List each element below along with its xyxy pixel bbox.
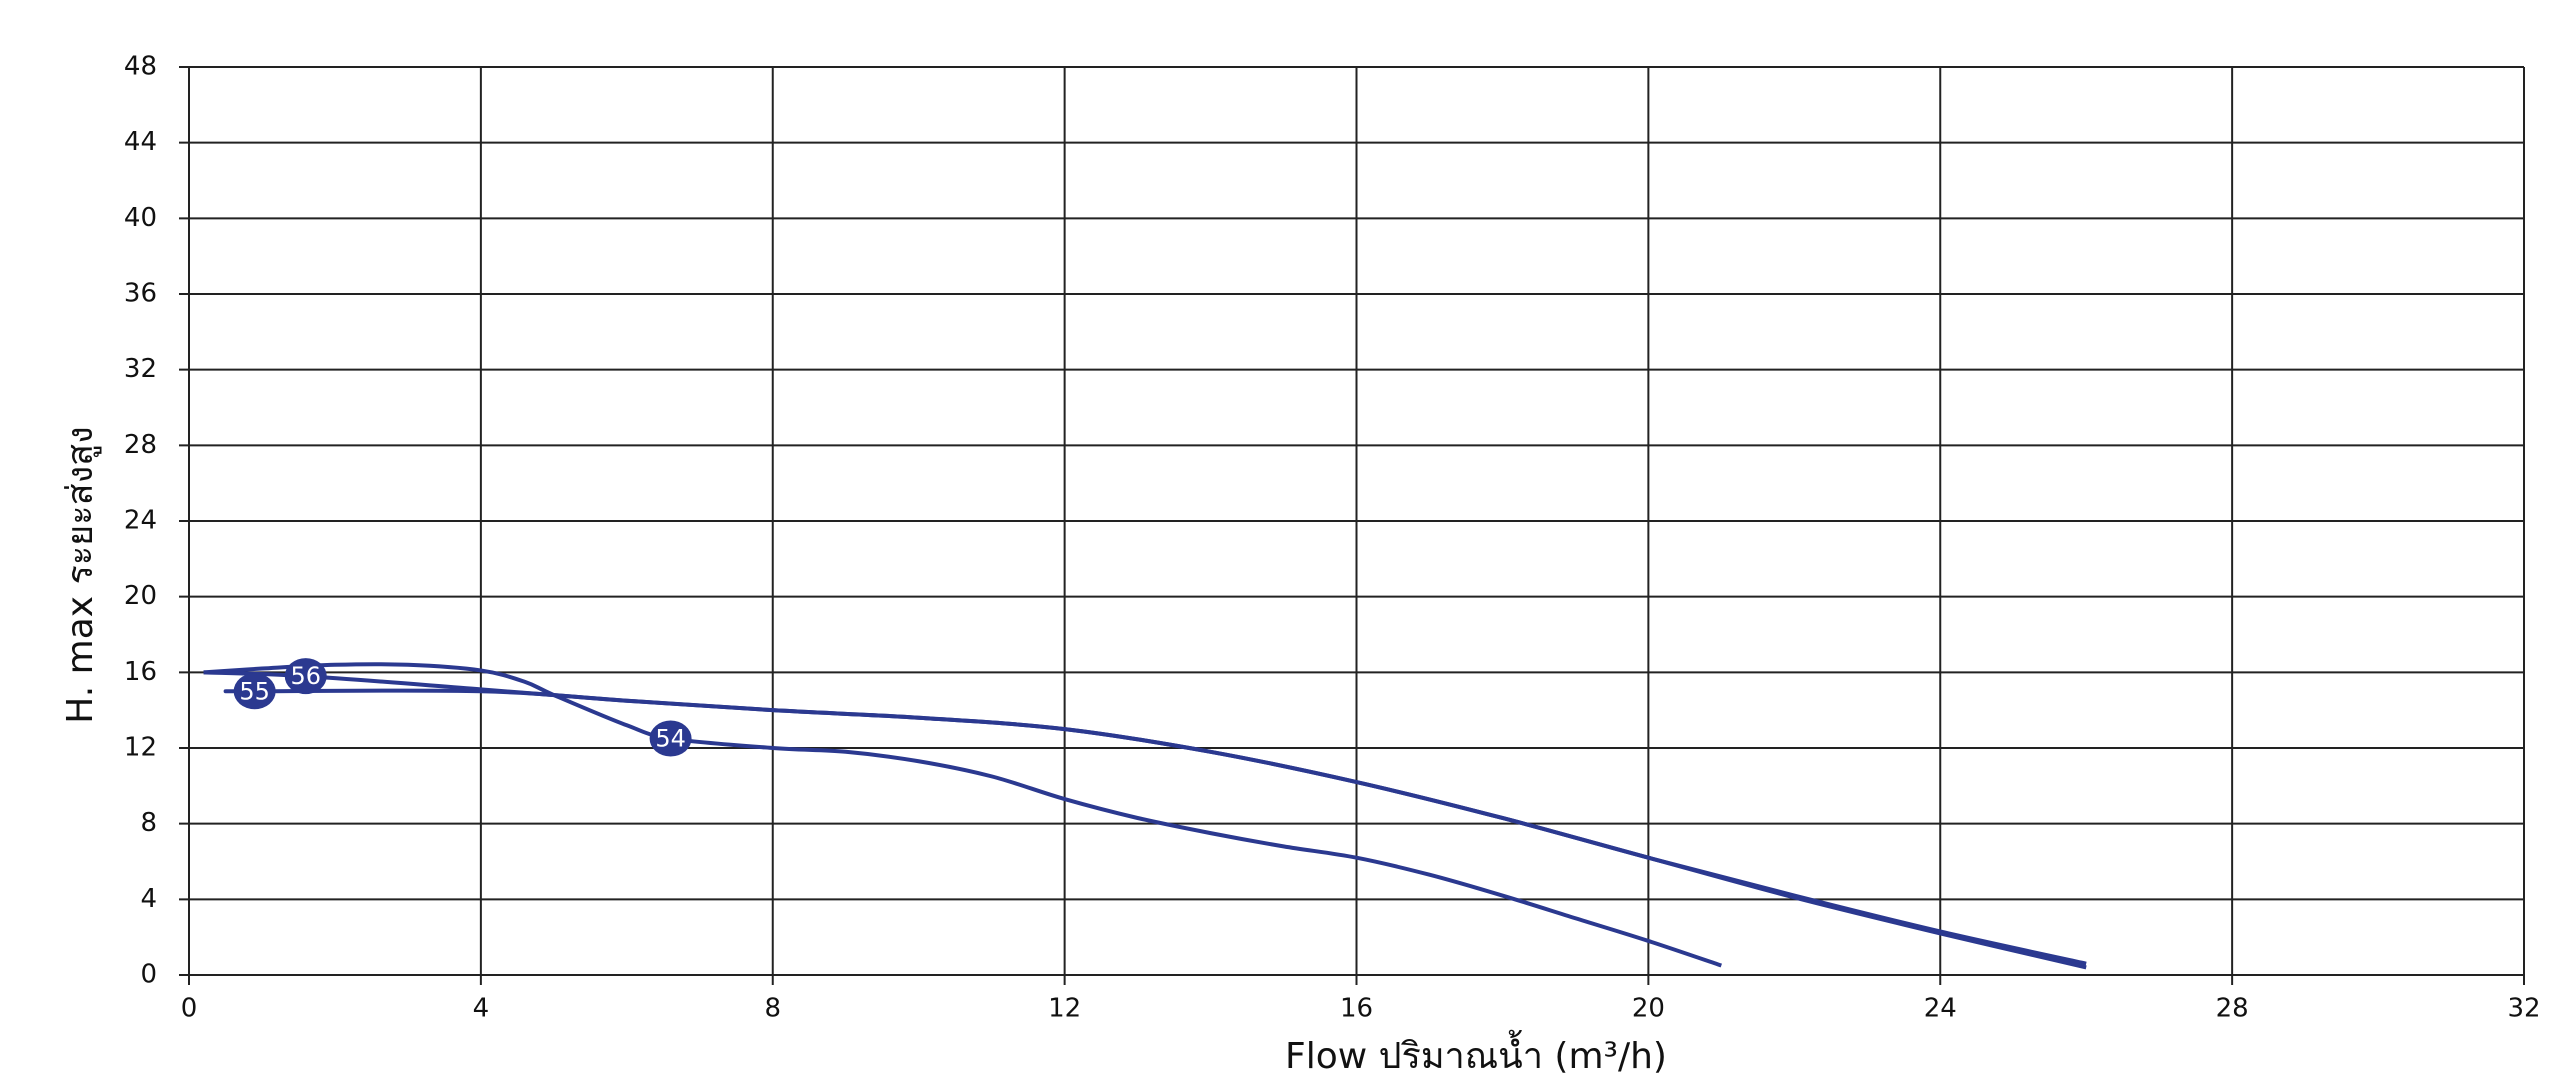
curve-label: 55: [239, 677, 270, 705]
y-tick-label: 40: [124, 203, 157, 233]
y-tick-label: 24: [124, 506, 157, 536]
x-tick-label: 24: [1924, 994, 1957, 1024]
x-tick-label: 4: [473, 994, 490, 1024]
x-tick-label: 12: [1048, 994, 1081, 1024]
curve: [203, 662, 1722, 968]
y-tick-label: 20: [124, 581, 157, 611]
y-tick-label: 16: [124, 657, 157, 687]
curve-badge: [284, 658, 327, 695]
x-tick-label: 0: [181, 994, 198, 1024]
curve: [223, 688, 2087, 970]
y-tick-label: 8: [140, 808, 157, 838]
x-tick-label: 16: [1340, 994, 1373, 1024]
curve-label: 54: [655, 725, 686, 753]
x-tick-label: 8: [764, 994, 781, 1024]
curve-label: 56: [290, 662, 321, 690]
curve-badge: [649, 720, 692, 757]
y-tick-label: 0: [140, 960, 157, 990]
y-tick-label: 48: [124, 52, 157, 82]
x-tick-label: 20: [1632, 994, 1665, 1024]
y-tick-label: 32: [124, 354, 157, 384]
y-tick-label: 12: [124, 733, 157, 763]
y-tick-label: 28: [124, 430, 157, 460]
y-axis-title: H. max ระยะส่งสูง: [60, 426, 102, 723]
y-tick-label: 44: [124, 127, 157, 157]
y-tick-label: 36: [124, 279, 157, 309]
x-tick-label: 28: [2216, 994, 2249, 1024]
x-tick-label: 32: [2507, 994, 2540, 1024]
x-axis-title: Flow ปริมาณน้ำ (m³/h): [1285, 1029, 1667, 1077]
curve-badge: [233, 673, 276, 710]
y-tick-label: 4: [140, 884, 157, 914]
